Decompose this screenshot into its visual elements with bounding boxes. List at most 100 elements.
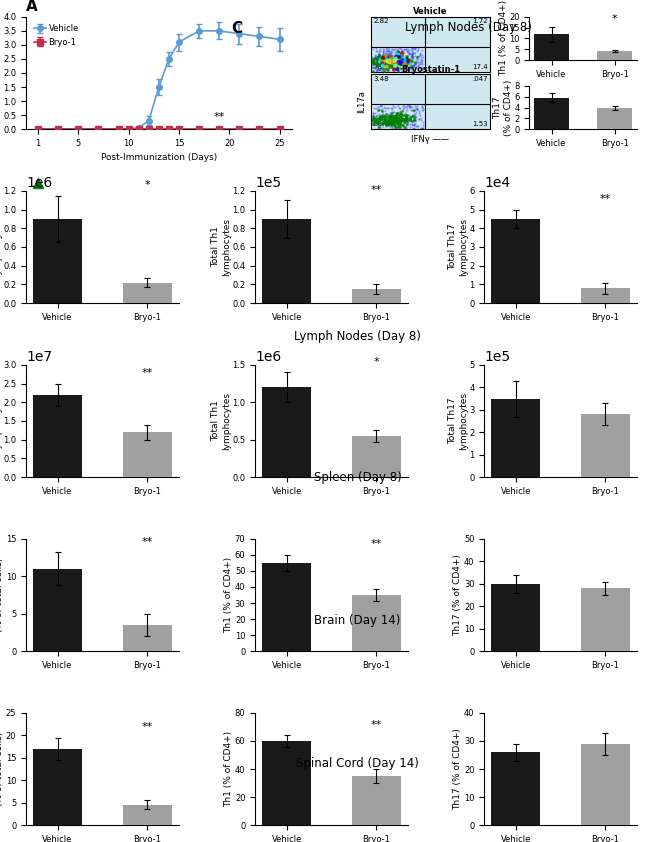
Point (387, 63, 398, 77)
Point (400, 106, 410, 120)
Point (388, 51, 398, 64)
Point (400, 50, 410, 63)
Point (393, 116, 403, 130)
Point (418, 104, 428, 117)
Point (398, 55, 409, 68)
Point (367, 64, 378, 77)
Point (403, 55, 413, 68)
Point (401, 109, 411, 122)
Point (374, 63, 385, 77)
Point (408, 114, 419, 127)
Point (399, 54, 410, 67)
Point (386, 42, 396, 56)
Point (390, 56, 400, 69)
Point (395, 54, 406, 67)
Point (384, 41, 394, 55)
Point (415, 48, 425, 61)
Point (389, 53, 400, 67)
Point (391, 56, 402, 69)
Point (382, 45, 393, 58)
Point (383, 43, 393, 56)
Text: Lymph Nodes (Day 8): Lymph Nodes (Day 8) (404, 21, 532, 34)
Point (385, 60, 396, 73)
Point (387, 102, 397, 115)
Point (379, 56, 389, 69)
Point (412, 102, 423, 115)
Point (410, 46, 420, 60)
Point (376, 52, 386, 66)
Point (410, 111, 420, 125)
Point (396, 110, 406, 124)
Point (394, 47, 404, 61)
Point (394, 55, 404, 68)
Point (404, 44, 414, 57)
Point (387, 57, 398, 71)
Point (374, 53, 384, 67)
Point (372, 113, 382, 126)
Point (393, 54, 403, 67)
Point (400, 64, 410, 77)
Point (373, 58, 384, 72)
Point (391, 111, 402, 125)
Point (400, 56, 411, 69)
Point (391, 109, 401, 122)
Point (397, 46, 408, 60)
Point (376, 99, 387, 113)
Point (398, 56, 408, 69)
Point (389, 113, 399, 126)
Point (392, 117, 402, 131)
Point (411, 50, 422, 63)
Point (391, 62, 401, 76)
Point (384, 55, 394, 68)
Point (406, 64, 417, 77)
Point (395, 120, 406, 134)
Point (409, 59, 419, 72)
Point (402, 51, 412, 64)
Point (403, 115, 413, 128)
Point (400, 54, 411, 67)
Point (381, 53, 391, 67)
Point (375, 99, 385, 112)
Point (389, 115, 399, 129)
Point (406, 61, 416, 75)
Point (401, 114, 411, 127)
Point (373, 57, 384, 71)
Point (397, 52, 408, 66)
Point (395, 101, 406, 115)
Point (392, 61, 402, 75)
Point (404, 114, 414, 127)
Point (391, 117, 401, 131)
Point (386, 56, 396, 70)
Point (395, 117, 405, 131)
Point (388, 118, 398, 131)
Point (394, 59, 404, 72)
Point (375, 55, 385, 68)
Point (402, 58, 412, 72)
Point (400, 61, 411, 75)
Point (400, 115, 411, 128)
Point (395, 117, 406, 131)
Point (380, 62, 390, 76)
Point (407, 41, 417, 55)
Point (375, 45, 385, 58)
Point (394, 56, 404, 70)
Text: 17.4: 17.4 (472, 64, 488, 70)
Point (371, 115, 382, 129)
Point (384, 56, 395, 69)
Point (402, 45, 412, 58)
X-axis label: IFNγ ——: IFNγ —— (411, 135, 450, 144)
Point (385, 55, 396, 68)
Point (393, 54, 404, 67)
Point (367, 61, 378, 74)
Point (407, 47, 417, 61)
Point (397, 53, 408, 67)
Point (408, 45, 419, 59)
Point (417, 57, 427, 71)
Bar (352, 289, 401, 303)
Point (378, 57, 389, 71)
Point (367, 112, 378, 125)
Point (378, 116, 389, 130)
Point (379, 109, 389, 122)
Point (401, 115, 411, 128)
Point (391, 51, 401, 64)
